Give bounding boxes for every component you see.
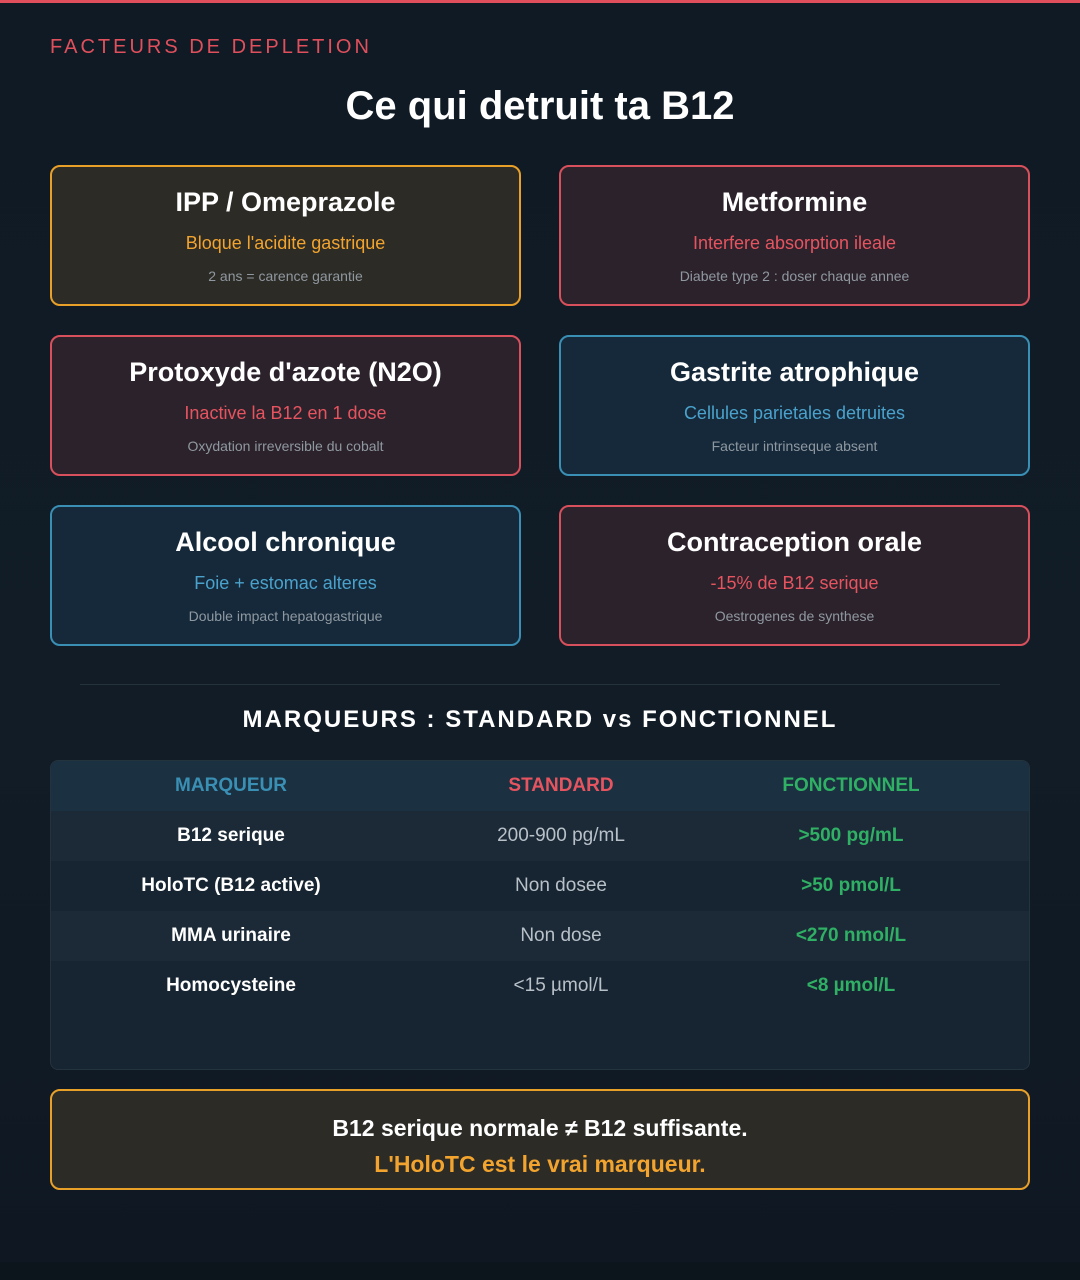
- callout-line-2: L'HoloTC est le vrai marqueur.: [374, 1151, 706, 1177]
- bottom-bar: [0, 1262, 1080, 1280]
- card-contraception-orale: Contraception orale -15% de B12 serique …: [559, 505, 1030, 646]
- card-title: Protoxyde d'azote (N2O): [129, 357, 442, 387]
- top-accent-bar: [0, 0, 1080, 3]
- table-row: MMA urinaire Non dose <270 nmol/L: [51, 911, 1029, 961]
- card-subtitle: Foie + estomac alteres: [194, 573, 377, 593]
- card-note: Diabete type 2 : doser chaque annee: [679, 268, 910, 284]
- card-alcool-chronique: Alcool chronique Foie + estomac alteres …: [50, 505, 521, 646]
- marker-name: Homocysteine: [166, 975, 296, 996]
- card-subtitle: Interfere absorption ileale: [692, 233, 897, 253]
- card-metformine: Metformine Interfere absorption ileale D…: [559, 165, 1030, 306]
- card-title: Alcool chronique: [175, 527, 396, 557]
- card-note: 2 ans = carence garantie: [208, 268, 363, 284]
- callout-line-1: B12 serique normale ≠ B12 suffisante.: [332, 1115, 748, 1141]
- standard-value: <15 µmol/L: [513, 975, 609, 996]
- functional-value: <8 µmol/L: [806, 975, 896, 996]
- section-divider: [80, 684, 1000, 685]
- card-protoxyde-azote: Protoxyde d'azote (N2O) Inactive la B12 …: [50, 335, 521, 476]
- standard-value: Non dose: [520, 925, 602, 946]
- card-note: Oxydation irreversible du cobalt: [187, 438, 384, 454]
- key-takeaway-callout: B12 serique normale ≠ B12 suffisante. L'…: [50, 1089, 1030, 1190]
- markers-section-title: MARQUEURS : STANDARD vs FONCTIONNEL: [242, 706, 838, 733]
- page-title: Ce qui detruit ta B12: [345, 84, 735, 128]
- card-subtitle: Cellules parietales detruites: [683, 403, 906, 423]
- card-gastrite-atrophique: Gastrite atrophique Cellules parietales …: [559, 335, 1030, 476]
- card-note: Oestrogenes de synthese: [714, 608, 875, 624]
- table-row: Homocysteine <15 µmol/L <8 µmol/L: [51, 961, 1029, 1011]
- card-subtitle: Bloque l'acidite gastrique: [185, 233, 386, 253]
- markers-table: MARQUEUR STANDARD FONCTIONNEL B12 seriqu…: [50, 760, 1030, 1070]
- card-title: Metformine: [721, 187, 868, 217]
- functional-value: <270 nmol/L: [795, 925, 907, 946]
- standard-value: Non dosee: [515, 875, 607, 896]
- card-subtitle: Inactive la B12 en 1 dose: [184, 403, 387, 423]
- card-note: Facteur intrinseque absent: [711, 438, 878, 454]
- column-header-fonctionnel: FONCTIONNEL: [782, 775, 920, 796]
- functional-value: >50 pmol/L: [801, 875, 901, 896]
- marker-name: HoloTC (B12 active): [141, 875, 321, 896]
- functional-value: >500 pg/mL: [798, 825, 904, 846]
- standard-value: 200-900 pg/mL: [497, 825, 625, 846]
- card-title: IPP / Omeprazole: [175, 187, 396, 217]
- column-header-standard: STANDARD: [508, 775, 614, 796]
- marker-name: MMA urinaire: [171, 925, 291, 946]
- column-header-marqueur: MARQUEUR: [175, 775, 287, 796]
- marker-name: B12 serique: [177, 825, 285, 846]
- card-ipp-omeprazole: IPP / Omeprazole Bloque l'acidite gastri…: [50, 165, 521, 306]
- card-title: Gastrite atrophique: [669, 357, 920, 387]
- table-row: HoloTC (B12 active) Non dosee >50 pmol/L: [51, 861, 1029, 911]
- eyebrow-label: FACTEURS DE DEPLETION: [50, 36, 372, 58]
- card-subtitle: -15% de B12 serique: [710, 573, 879, 593]
- card-title: Contraception orale: [666, 527, 923, 557]
- table-row: B12 serique 200-900 pg/mL >500 pg/mL: [51, 811, 1029, 861]
- card-note: Double impact hepatogastrique: [188, 608, 383, 624]
- table-header-row: MARQUEUR STANDARD FONCTIONNEL: [51, 761, 1029, 811]
